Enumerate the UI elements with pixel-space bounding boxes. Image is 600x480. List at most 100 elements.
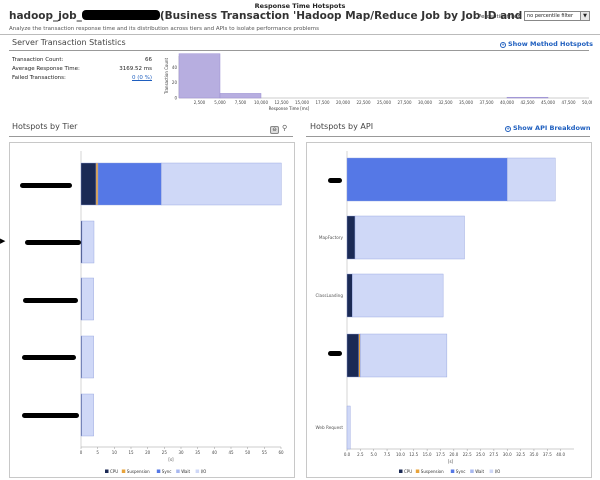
histogram-x-tick: 42,500 xyxy=(521,100,535,105)
bar-segment-io xyxy=(346,405,351,450)
x-tick-label: 35.0 xyxy=(529,452,538,457)
x-tick-label: 10.0 xyxy=(396,452,405,457)
stat-value: 66 xyxy=(145,57,152,63)
legend-label: CPU xyxy=(404,469,412,474)
tier-divider xyxy=(9,136,293,137)
legend-swatch xyxy=(121,469,126,473)
percentile-filter-value: no percentile filter xyxy=(527,13,574,19)
x-tick-label: 50 xyxy=(245,450,251,455)
legend-swatch xyxy=(176,469,180,473)
legend-swatch xyxy=(156,469,161,473)
legend-swatch xyxy=(450,469,455,473)
category-label: ClassLoading xyxy=(315,293,343,298)
histogram-x-tick: 20,000 xyxy=(336,100,350,105)
legend-swatch xyxy=(489,469,494,473)
show-api-breakdown-link[interactable]: + Show API Breakdown xyxy=(505,124,591,132)
expand-icon: + xyxy=(505,126,511,132)
response-time-histogram: 2,500 5,000 7,500 10,000 12,500 15,000 17,500 2… xyxy=(164,53,592,111)
x-tick-label: 60 xyxy=(278,450,284,455)
window-title: Response Time Hotspots xyxy=(254,2,346,10)
bar-segment-suspension xyxy=(95,162,99,206)
x-tick-label: 27.5 xyxy=(489,452,498,457)
bar-segment-sync xyxy=(346,157,508,202)
bar-segment-cpu xyxy=(346,273,353,318)
x-tick-label: 40 xyxy=(212,450,218,455)
percentile-filter-label: Percentile filter xyxy=(478,14,520,20)
bar-segment-sync xyxy=(97,162,162,206)
page-title-suffix: (Business Transaction 'Hadoop Map/Reduce… xyxy=(159,10,523,22)
page-title-prefix: hadoop_job_ xyxy=(9,10,82,22)
x-tick-label: 0.0 xyxy=(344,452,351,457)
bar-segment-io xyxy=(507,157,556,202)
x-tick-label: 25.0 xyxy=(476,452,485,457)
histogram-x-tick: 17,500 xyxy=(316,100,330,105)
page-subtitle: Analyze the transaction response time an… xyxy=(9,26,319,32)
legend-swatch xyxy=(195,469,200,473)
legend-swatch xyxy=(415,469,420,473)
x-tick-label: 55 xyxy=(262,450,268,455)
histogram-x-tick: 25,000 xyxy=(377,100,391,105)
x-tick-label: 5.0 xyxy=(371,452,378,457)
failed-transactions-link[interactable]: 0 (0 %) xyxy=(131,75,152,81)
category-label: MapFactory xyxy=(319,235,344,240)
histogram-x-tick: 2,500 xyxy=(194,100,206,105)
redacted-api-name xyxy=(328,178,342,183)
bar-segment-suspension xyxy=(358,333,361,378)
histogram-x-tick: 45,000 xyxy=(541,100,555,105)
legend-label: Suspension xyxy=(127,469,150,474)
bar-segment-io xyxy=(81,277,94,321)
bar-segment-io xyxy=(81,393,94,437)
x-tick-label: 30.0 xyxy=(503,452,512,457)
legend-label: CPU xyxy=(110,469,118,474)
x-tick-label: 10 xyxy=(112,450,118,455)
bar-segment-cpu xyxy=(346,333,359,378)
histogram-x-tick: 10,000 xyxy=(254,100,268,105)
redacted-tier-name xyxy=(23,298,78,303)
stat-label: Transaction Count: xyxy=(12,57,64,63)
tree-icon[interactable]: ⚲ xyxy=(282,124,288,132)
histogram-y-tick: 0 xyxy=(174,96,177,101)
histogram-x-label: Response Time [ms] xyxy=(269,106,310,111)
histogram-x-tick: 12,500 xyxy=(275,100,289,105)
histogram-x-tick: 50,000 xyxy=(582,100,592,105)
bar-segment-io xyxy=(360,333,448,378)
stats-section-title: Server Transaction Statistics xyxy=(12,38,126,47)
bar-segment-io xyxy=(81,220,95,264)
histogram-x-tick: 5,000 xyxy=(214,100,226,105)
histogram-bar xyxy=(506,96,549,99)
bar-segment-cpu xyxy=(346,215,356,260)
x-tick-label: 2.5 xyxy=(357,452,364,457)
tier-chart: 0 5 10 15 20 25 30 35 40 45 50 55 60 [s] CPU Suspension… xyxy=(20,151,284,474)
redacted-tier-name xyxy=(22,413,79,418)
stat-failed-transactions: Failed Transactions: 0 (0 %) xyxy=(12,75,152,81)
x-tick-label: 45 xyxy=(228,450,234,455)
x-tick-label: 20.0 xyxy=(449,452,458,457)
redacted-tier-name xyxy=(25,240,81,245)
x-tick-label: 15 xyxy=(128,450,134,455)
x-tick-label: 25 xyxy=(162,450,168,455)
tier-section-title: Hotspots by Tier xyxy=(12,122,78,131)
show-api-breakdown-label: Show API Breakdown xyxy=(513,124,591,132)
legend-label: Wait xyxy=(475,469,484,474)
x-tick-label: 17.5 xyxy=(436,452,445,457)
histogram-x-tick: 7,500 xyxy=(235,100,247,105)
histogram-x-tick: 22,500 xyxy=(357,100,371,105)
stat-label: Average Response Time: xyxy=(12,66,80,72)
histogram-x-tick: 27,500 xyxy=(398,100,412,105)
histogram-bar xyxy=(219,93,262,99)
header-divider xyxy=(0,34,600,35)
redacted-tier-name xyxy=(22,355,76,360)
x-axis-label: [s] xyxy=(448,459,454,464)
histogram-x-tick: 40,000 xyxy=(500,100,514,105)
show-method-hotspots-link[interactable]: + Show Method Hotspots xyxy=(500,40,593,48)
redacted-tier-name xyxy=(20,183,72,188)
x-tick-label: 15.0 xyxy=(423,452,432,457)
zoom-icon[interactable]: ⊖ xyxy=(270,126,279,134)
percentile-filter-select[interactable]: no percentile filter ▼ xyxy=(524,11,590,21)
histogram-x-tick: 47,500 xyxy=(562,100,576,105)
chevron-down-icon[interactable]: ▼ xyxy=(580,12,589,20)
category-label: Web Request xyxy=(316,425,344,430)
collapse-arrow-icon[interactable]: ▶ xyxy=(0,237,6,245)
x-tick-label: 30 xyxy=(178,450,184,455)
redacted-api-name xyxy=(328,351,342,356)
